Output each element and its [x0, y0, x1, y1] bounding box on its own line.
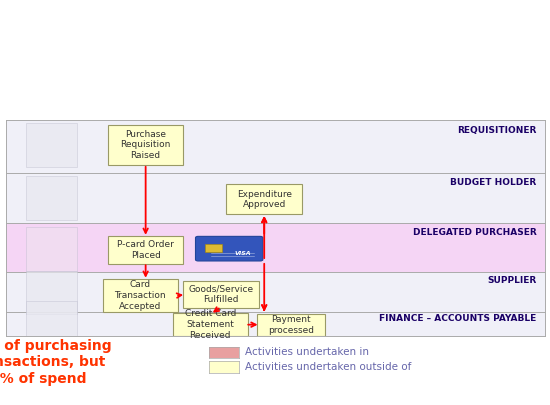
FancyBboxPatch shape	[205, 244, 222, 252]
Text: Activities undertaken outside of: Activities undertaken outside of	[245, 362, 411, 371]
Text: DELEGATED PURCHASER: DELEGATED PURCHASER	[412, 228, 536, 237]
Text: FINANCE – ACCOUNTS PAYABLE: FINANCE – ACCOUNTS PAYABLE	[379, 314, 536, 323]
Text: Expenditure
Approved: Expenditure Approved	[236, 190, 292, 209]
Text: REQUISITIONER: REQUISITIONER	[457, 126, 536, 134]
FancyBboxPatch shape	[173, 313, 248, 336]
Text: VISA: VISA	[234, 251, 251, 256]
Text: Goods/Service
Fulfilled: Goods/Service Fulfilled	[189, 285, 254, 305]
FancyBboxPatch shape	[26, 227, 77, 271]
FancyBboxPatch shape	[108, 237, 183, 264]
FancyBboxPatch shape	[108, 125, 183, 164]
FancyBboxPatch shape	[257, 314, 325, 336]
FancyBboxPatch shape	[195, 237, 263, 261]
Text: Less than £300 / € 500 per transaction…: Less than £300 / € 500 per transaction…	[104, 26, 500, 45]
FancyBboxPatch shape	[26, 176, 77, 220]
FancyBboxPatch shape	[26, 271, 77, 314]
Text: Credit Card
Statement
Received: Credit Card Statement Received	[185, 309, 236, 340]
FancyBboxPatch shape	[102, 279, 178, 312]
FancyBboxPatch shape	[26, 123, 77, 167]
Text: Activities undertaken in: Activities undertaken in	[245, 347, 368, 357]
Text: BUDGET HOLDER: BUDGET HOLDER	[450, 179, 536, 188]
Text: 50% of purchasing
transactions, but
2% of spend: 50% of purchasing transactions, but 2% o…	[0, 339, 111, 386]
FancyBboxPatch shape	[26, 301, 77, 345]
Text: Purchase
Requisition
Raised: Purchase Requisition Raised	[120, 130, 171, 160]
FancyBboxPatch shape	[183, 281, 259, 308]
FancyBboxPatch shape	[227, 184, 302, 215]
Text: Payment
processed: Payment processed	[268, 315, 314, 335]
Text: SUPPLIER: SUPPLIER	[487, 276, 536, 285]
Text: P-card Order
Placed: P-card Order Placed	[117, 240, 174, 260]
Text: Card
Transaction
Accepted: Card Transaction Accepted	[114, 280, 166, 311]
